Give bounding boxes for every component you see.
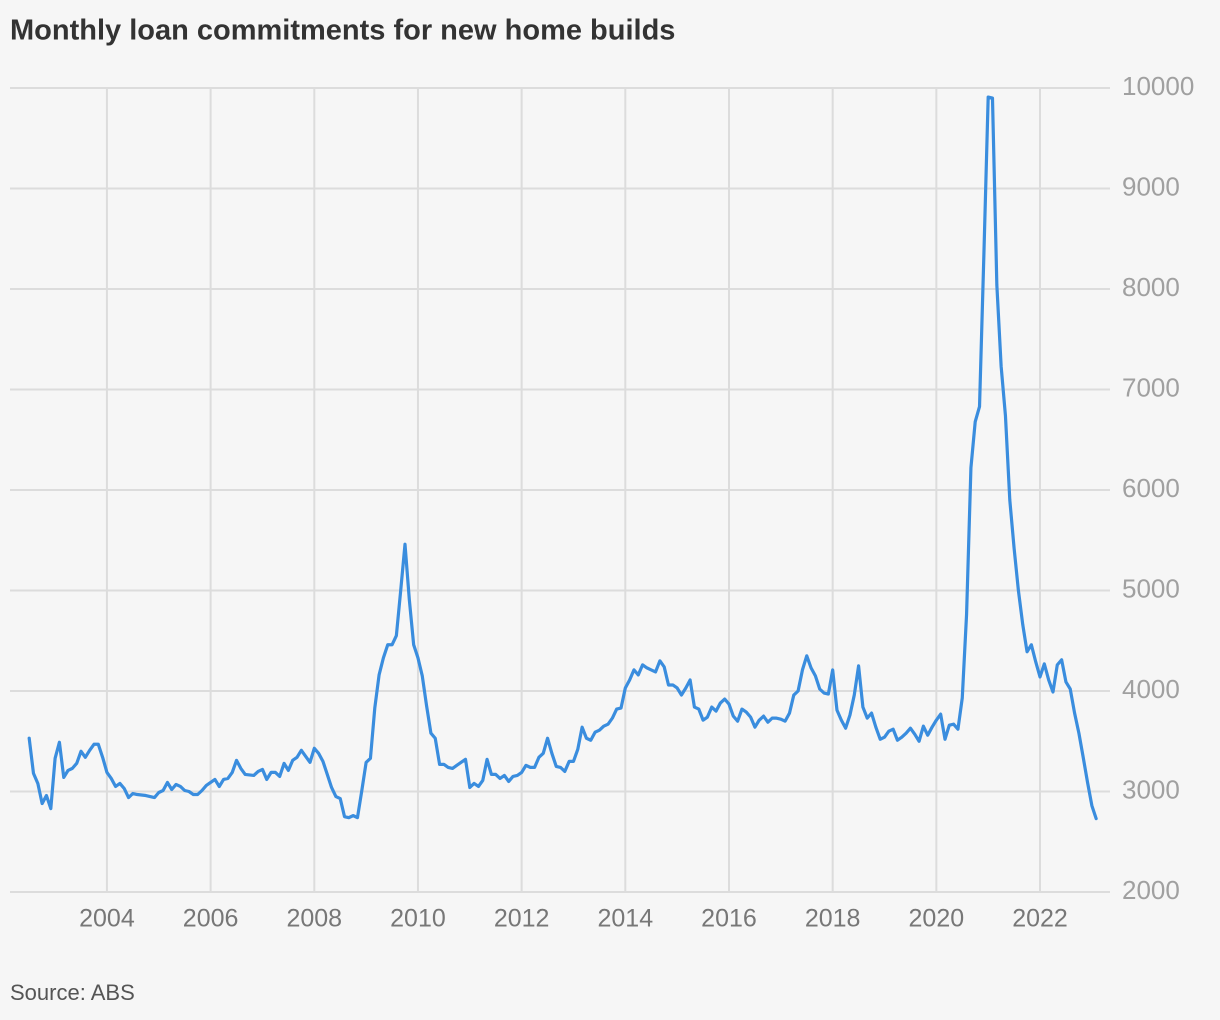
source: Source: ABS <box>10 980 135 1005</box>
x-tick-label: 2010 <box>390 905 446 933</box>
x-tick-label: 2016 <box>701 905 757 933</box>
x-tick-label: 2008 <box>286 905 342 933</box>
y-tick-label: 7000 <box>1122 372 1180 402</box>
y-tick-label: 5000 <box>1122 573 1180 603</box>
x-tick-label: 2022 <box>1012 905 1068 933</box>
y-tick-label: 3000 <box>1122 774 1180 804</box>
y-tick-label: 6000 <box>1122 473 1180 503</box>
chart-title: Monthly loan commitments for new home bu… <box>10 15 675 47</box>
x-tick-label: 2006 <box>183 905 239 933</box>
y-tick-label: 9000 <box>1122 171 1180 201</box>
x-tick-label: 2014 <box>598 905 654 933</box>
x-tick-label: 2020 <box>909 905 965 933</box>
series-line <box>27 95 1098 821</box>
y-tick-label: 4000 <box>1122 674 1180 704</box>
y-tick-label: 2000 <box>1122 875 1180 905</box>
x-tick-label: 2018 <box>805 905 861 933</box>
y-tick-label: 10000 <box>1122 71 1194 101</box>
x-tick-label: 2004 <box>79 905 135 933</box>
y-tick-label: 8000 <box>1122 272 1180 302</box>
x-tick-label: 2012 <box>494 905 550 933</box>
